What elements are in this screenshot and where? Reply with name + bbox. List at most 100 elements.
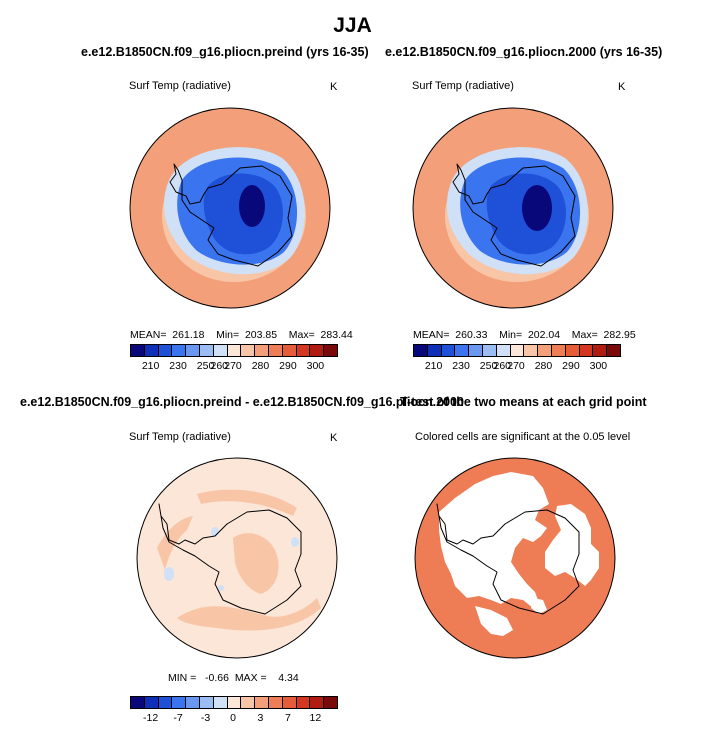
colorbar-swatch <box>455 345 470 356</box>
colorbar-tick-label: 270 <box>224 360 242 372</box>
panel2-colorbar <box>413 344 621 357</box>
panel4-polar-map <box>414 457 616 659</box>
map-region <box>157 516 193 570</box>
colorbar-tick-label: 250 <box>479 360 498 372</box>
colorbar-swatch <box>593 345 608 356</box>
antarctica-coastline <box>452 163 576 267</box>
colorbar-swatch <box>607 345 620 356</box>
colorbar-tick-label: 7 <box>285 712 291 724</box>
map-region <box>522 185 552 231</box>
colorbar-tick-label: 210 <box>141 360 160 372</box>
colorbar-swatch <box>551 345 566 356</box>
map-region <box>545 504 599 586</box>
colorbar-swatch <box>227 345 242 356</box>
colorbar-tick-label: 260 <box>493 360 512 372</box>
panel1-polar-map <box>129 107 331 309</box>
panel3-colorbar <box>130 696 338 709</box>
colorbar-swatch <box>427 345 442 356</box>
panel3-units: K <box>330 432 338 444</box>
colorbar-tick-label: 230 <box>452 360 470 372</box>
colorbar-tick-label: 210 <box>424 360 443 372</box>
panel3-title: e.e12.B1850CN.f09_g16.pliocn.preind - e.… <box>20 395 464 409</box>
colorbar-swatch <box>310 345 325 356</box>
colorbar-swatch <box>282 697 297 708</box>
colorbar-swatch <box>524 345 539 356</box>
colorbar-swatch <box>296 345 311 356</box>
panel4-title: T-test of the two means at each grid poi… <box>400 395 647 409</box>
map-region <box>164 567 174 581</box>
colorbar-tick-label: 290 <box>562 360 580 372</box>
colorbar-swatch <box>565 345 580 356</box>
colorbar-swatch <box>282 345 297 356</box>
colorbar-swatch <box>131 345 145 356</box>
map-region <box>239 185 265 227</box>
panel1-title: e.e12.B1850CN.f09_g16.pliocn.preind (yrs… <box>81 45 369 59</box>
colorbar-swatch <box>158 345 173 356</box>
map-region <box>439 472 549 608</box>
figure-title: JJA <box>333 14 372 37</box>
colorbar-swatch <box>144 697 159 708</box>
colorbar-swatch <box>172 697 187 708</box>
colorbar-swatch <box>227 697 242 708</box>
colorbar-tick-label: 290 <box>279 360 297 372</box>
colorbar-swatch <box>213 345 228 356</box>
map-region <box>291 537 299 547</box>
colorbar-tick-label: -3 <box>200 712 211 724</box>
colorbar-swatch <box>414 345 428 356</box>
colorbar-swatch <box>469 345 483 356</box>
panel1-variable: Surf Temp (radiative) <box>129 80 231 92</box>
panel2-variable: Surf Temp (radiative) <box>412 80 514 92</box>
panel1-units: K <box>330 81 338 93</box>
colorbar-swatch <box>296 697 311 708</box>
colorbar-swatch <box>186 697 200 708</box>
panel1-colorbar <box>130 344 338 357</box>
colorbar-swatch <box>482 345 497 356</box>
colorbar-tick-label: 250 <box>196 360 215 372</box>
panel1-stats: MEAN= 261.18 Min= 203.85 Max= 283.44 <box>130 329 353 341</box>
colorbar-swatch <box>144 345 159 356</box>
colorbar-tick-label: 3 <box>257 712 264 724</box>
colorbar-tick-label: 12 <box>309 712 322 724</box>
colorbar-swatch <box>172 345 187 356</box>
map-region <box>531 598 547 614</box>
colorbar-swatch <box>268 697 283 708</box>
colorbar-tick-label: 300 <box>589 360 608 372</box>
antarctica-coastline <box>169 163 293 267</box>
map-region <box>233 533 279 594</box>
colorbar-swatch <box>496 345 511 356</box>
colorbar-swatch <box>324 697 337 708</box>
colorbar-swatch <box>241 697 256 708</box>
panel2-units: K <box>618 81 626 93</box>
colorbar-tick-label: 230 <box>169 360 187 372</box>
map-region <box>177 598 321 631</box>
colorbar-swatch <box>255 345 269 356</box>
panel2-title: e.e12.B1850CN.f09_g16.pliocn.2000 (yrs 1… <box>385 45 663 59</box>
panel3-polar-map <box>136 457 338 659</box>
colorbar-swatch <box>213 697 228 708</box>
map-region <box>218 585 224 591</box>
antarctica-coastline <box>436 503 580 615</box>
map-region <box>197 489 297 516</box>
colorbar-swatch <box>510 345 525 356</box>
colorbar-tick-label: 300 <box>306 360 325 372</box>
colorbar-tick-label: 280 <box>534 360 553 372</box>
panel2-stats: MEAN= 260.33 Min= 202.04 Max= 282.95 <box>413 329 636 341</box>
colorbar-tick-label: 260 <box>210 360 229 372</box>
colorbar-swatch <box>538 345 552 356</box>
colorbar-swatch <box>324 345 337 356</box>
colorbar-swatch <box>310 697 325 708</box>
colorbar-tick-label: -7 <box>173 712 183 724</box>
colorbar-swatch <box>241 345 256 356</box>
colorbar-swatch <box>268 345 283 356</box>
colorbar-tick-label: 0 <box>230 712 236 724</box>
map-region <box>475 606 513 636</box>
colorbar-swatch <box>441 345 456 356</box>
antarctica-coastline <box>158 503 302 615</box>
colorbar-swatch <box>186 345 200 356</box>
colorbar-swatch <box>255 697 269 708</box>
colorbar-tick-label: -12 <box>143 712 159 724</box>
panel3-stats: MIN = -0.66 MAX = 4.34 <box>168 672 299 684</box>
colorbar-swatch <box>158 697 173 708</box>
colorbar-swatch <box>199 697 214 708</box>
colorbar-tick-label: 270 <box>507 360 525 372</box>
